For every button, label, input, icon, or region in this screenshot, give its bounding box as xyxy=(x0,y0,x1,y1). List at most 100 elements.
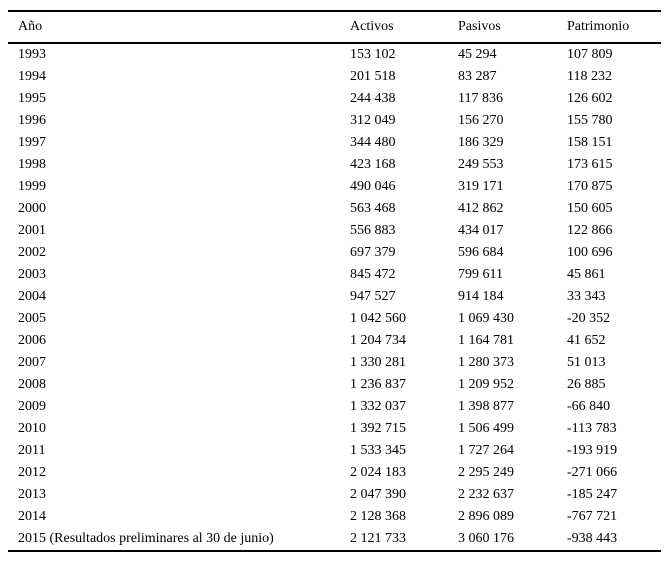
cell-patrimonio: 158 151 xyxy=(567,135,613,150)
cell-ano: 2011 xyxy=(18,443,46,458)
table-row: 2003 845 472 799 611 45 861 xyxy=(8,264,661,286)
cell-patrimonio: 122 866 xyxy=(567,223,613,238)
cell-ano: 2010 xyxy=(18,421,46,436)
table-row: 2001 556 883 434 017 122 866 xyxy=(8,220,661,242)
cell-patrimonio: 150 605 xyxy=(567,201,613,216)
cell-activos: 201 518 xyxy=(350,69,396,84)
cell-ano: 2012 xyxy=(18,465,46,480)
cell-activos: 1 332 037 xyxy=(350,399,406,414)
cell-patrimonio: -20 352 xyxy=(567,311,611,326)
cell-pasivos: 1 164 781 xyxy=(458,333,514,348)
cell-activos: 2 024 183 xyxy=(350,465,406,480)
cell-pasivos: 412 862 xyxy=(458,201,504,216)
table-row: 2009 1 332 037 1 398 877 -66 840 xyxy=(8,396,661,418)
cell-pasivos: 249 553 xyxy=(458,157,504,172)
cell-ano: 2013 xyxy=(18,487,46,502)
cell-pasivos: 914 184 xyxy=(458,289,504,304)
table-row: 1997 344 480 186 329 158 151 xyxy=(8,132,661,154)
table-row: 2010 1 392 715 1 506 499 -113 783 xyxy=(8,418,661,440)
cell-pasivos: 186 329 xyxy=(458,135,504,150)
cell-pasivos: 83 287 xyxy=(458,69,497,84)
table-row: 2004 947 527 914 184 33 343 xyxy=(8,286,661,308)
table-row: 2000 563 468 412 862 150 605 xyxy=(8,198,661,220)
cell-ano: 2007 xyxy=(18,355,46,370)
cell-activos: 312 049 xyxy=(350,113,396,128)
header-row: Año Activos Pasivos Patrimonio xyxy=(8,11,661,43)
cell-ano: 2008 xyxy=(18,377,46,392)
cell-activos: 2 128 368 xyxy=(350,509,406,524)
cell-patrimonio: 118 232 xyxy=(567,69,612,84)
cell-ano: 1993 xyxy=(18,47,46,62)
table-row: 1999 490 046 319 171 170 875 xyxy=(8,176,661,198)
cell-pasivos: 1 727 264 xyxy=(458,443,514,458)
table-row: 1995 244 438 117 836 126 602 xyxy=(8,88,661,110)
cell-pasivos: 799 611 xyxy=(458,267,503,282)
cell-patrimonio: 170 875 xyxy=(567,179,613,194)
cell-ano: 1994 xyxy=(18,69,46,84)
cell-activos: 244 438 xyxy=(350,91,396,106)
table-row: 1996 312 049 156 270 155 780 xyxy=(8,110,661,132)
cell-patrimonio: -271 066 xyxy=(567,465,618,480)
cell-activos: 1 042 560 xyxy=(350,311,406,326)
cell-pasivos: 45 294 xyxy=(458,47,497,62)
cell-pasivos: 2 896 089 xyxy=(458,509,514,524)
table-row: 1993 153 102 45 294 107 809 xyxy=(8,43,661,66)
cell-activos: 1 392 715 xyxy=(350,421,406,436)
cell-pasivos: 2 232 637 xyxy=(458,487,514,502)
cell-ano: 1999 xyxy=(18,179,46,194)
cell-activos: 1 236 837 xyxy=(350,377,406,392)
table-header: Año Activos Pasivos Patrimonio xyxy=(8,11,661,43)
cell-pasivos: 117 836 xyxy=(458,91,503,106)
table-row: 1994 201 518 83 287 118 232 xyxy=(8,66,661,88)
cell-ano: 2014 xyxy=(18,509,46,524)
cell-pasivos: 1 069 430 xyxy=(458,311,514,326)
table-row: 2015 (Resultados preliminares al 30 de j… xyxy=(8,528,661,551)
cell-pasivos: 1 209 952 xyxy=(458,377,514,392)
financial-table: Año Activos Pasivos Patrimonio 1993 153 1… xyxy=(8,10,661,552)
table-row: 2008 1 236 837 1 209 952 26 885 xyxy=(8,374,661,396)
table-row: 2014 2 128 368 2 896 089 -767 721 xyxy=(8,506,661,528)
cell-pasivos: 319 171 xyxy=(458,179,504,194)
cell-activos: 153 102 xyxy=(350,47,396,62)
cell-activos: 2 121 733 xyxy=(350,531,406,546)
cell-patrimonio: -185 247 xyxy=(567,487,618,502)
cell-pasivos: 434 017 xyxy=(458,223,504,238)
cell-pasivos: 3 060 176 xyxy=(458,531,514,546)
cell-patrimonio: 126 602 xyxy=(567,91,613,106)
cell-activos: 697 379 xyxy=(350,245,396,260)
cell-patrimonio: 173 615 xyxy=(567,157,613,172)
cell-patrimonio: -767 721 xyxy=(567,509,618,524)
cell-pasivos: 1 280 373 xyxy=(458,355,514,370)
cell-pasivos: 1 398 877 xyxy=(458,399,514,414)
cell-ano: 1996 xyxy=(18,113,46,128)
cell-ano: 1997 xyxy=(18,135,46,150)
cell-patrimonio: 155 780 xyxy=(567,113,613,128)
table-row: 2012 2 024 183 2 295 249 -271 066 xyxy=(8,462,661,484)
cell-patrimonio: -938 443 xyxy=(567,531,618,546)
table-row: 2011 1 533 345 1 727 264 -193 919 xyxy=(8,440,661,462)
cell-ano: 2009 xyxy=(18,399,46,414)
cell-patrimonio: 100 696 xyxy=(567,245,613,260)
cell-activos: 1 204 734 xyxy=(350,333,406,348)
cell-ano: 2015 (Resultados preliminares al 30 de j… xyxy=(18,531,274,546)
table-body: 1993 153 102 45 294 107 809 1994 201 518 83 28… xyxy=(8,43,661,551)
table-row: 2006 1 204 734 1 164 781 41 652 xyxy=(8,330,661,352)
column-header-patrimonio: Patrimonio xyxy=(567,19,630,34)
cell-ano: 2005 xyxy=(18,311,46,326)
cell-activos: 2 047 390 xyxy=(350,487,406,502)
cell-activos: 845 472 xyxy=(350,267,396,282)
cell-ano: 2004 xyxy=(18,289,46,304)
cell-pasivos: 156 270 xyxy=(458,113,504,128)
cell-activos: 1 533 345 xyxy=(350,443,406,458)
cell-activos: 1 330 281 xyxy=(350,355,406,370)
cell-ano: 2002 xyxy=(18,245,46,260)
cell-patrimonio: -113 783 xyxy=(567,421,617,436)
financial-table-container: Año Activos Pasivos Patrimonio 1993 153 1… xyxy=(8,10,661,552)
table-row: 2002 697 379 596 684 100 696 xyxy=(8,242,661,264)
cell-ano: 2006 xyxy=(18,333,46,348)
cell-activos: 344 480 xyxy=(350,135,396,150)
cell-ano: 1995 xyxy=(18,91,46,106)
cell-ano: 2003 xyxy=(18,267,46,282)
cell-patrimonio: 26 885 xyxy=(567,377,606,392)
cell-pasivos: 1 506 499 xyxy=(458,421,514,436)
